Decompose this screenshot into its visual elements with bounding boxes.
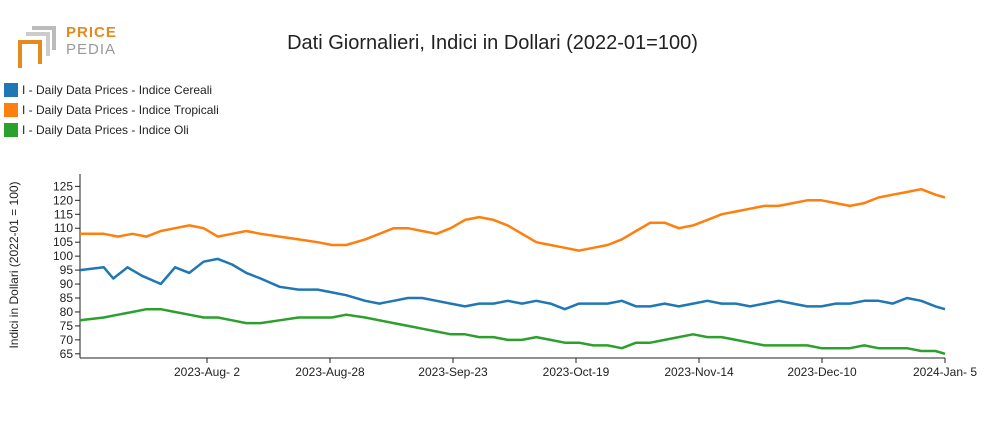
x-tick-label: 2023-Sep-23 xyxy=(418,365,488,379)
legend-swatch-tropicali xyxy=(4,103,18,117)
y-tick-label: 115 xyxy=(54,207,73,221)
x-tick-label: 2023-Aug- 2 xyxy=(174,365,240,379)
logo-text: PRICE PEDIA xyxy=(66,24,117,58)
legend-item-tropicali[interactable]: I - Daily Data Prices - Indice Tropicali xyxy=(4,100,219,120)
x-tick-label: 2023-Oct-19 xyxy=(543,365,610,379)
pricepedia-logo: PRICE PEDIA xyxy=(18,24,128,70)
x-tick-label: 2023-Nov-14 xyxy=(664,365,734,379)
x-tick-label: 2023-Dec-10 xyxy=(787,365,857,379)
series-lines xyxy=(79,187,946,355)
series-line-2[interactable] xyxy=(79,307,946,355)
legend-item-cereali[interactable]: I - Daily Data Prices - Indice Cereali xyxy=(4,80,219,100)
x-tick-label: 2024-Jan- 5 xyxy=(913,365,977,379)
y-tick-label: 125 xyxy=(53,179,73,193)
y-tick-label: 100 xyxy=(53,249,73,263)
legend-swatch-oli xyxy=(4,123,18,137)
legend: I - Daily Data Prices - Indice Cereali I… xyxy=(4,80,219,140)
y-tick-label: 120 xyxy=(53,193,73,207)
legend-item-oli[interactable]: I - Daily Data Prices - Indice Oli xyxy=(4,120,219,140)
legend-label-tropicali: I - Daily Data Prices - Indice Tropicali xyxy=(22,103,219,117)
chart-title: Dati Giornalieri, Indici in Dollari (202… xyxy=(287,32,698,54)
y-tick-label: 90 xyxy=(60,277,74,291)
y-tick-label: 70 xyxy=(60,333,74,347)
logo-line1: PRICE xyxy=(66,24,117,41)
legend-swatch-cereali xyxy=(4,83,18,97)
series-line-1[interactable] xyxy=(80,187,946,252)
logo-mark-icon xyxy=(18,26,56,68)
y-tick-label: 95 xyxy=(60,263,74,277)
x-tick-label: 2023-Aug-28 xyxy=(295,365,365,379)
legend-label-oli: I - Daily Data Prices - Indice Oli xyxy=(22,123,189,137)
legend-label-cereali: I - Daily Data Prices - Indice Cereali xyxy=(22,83,213,97)
y-tick-label: 80 xyxy=(60,305,74,319)
y-tick-label: 85 xyxy=(60,291,74,305)
series-line-0[interactable] xyxy=(79,257,946,311)
y-tick-label: 75 xyxy=(60,319,74,333)
y-tick-label: 65 xyxy=(60,347,74,361)
logo-line2: PEDIA xyxy=(66,41,117,58)
y-tick-label: 105 xyxy=(53,235,73,249)
y-tick-label: 110 xyxy=(54,221,73,235)
